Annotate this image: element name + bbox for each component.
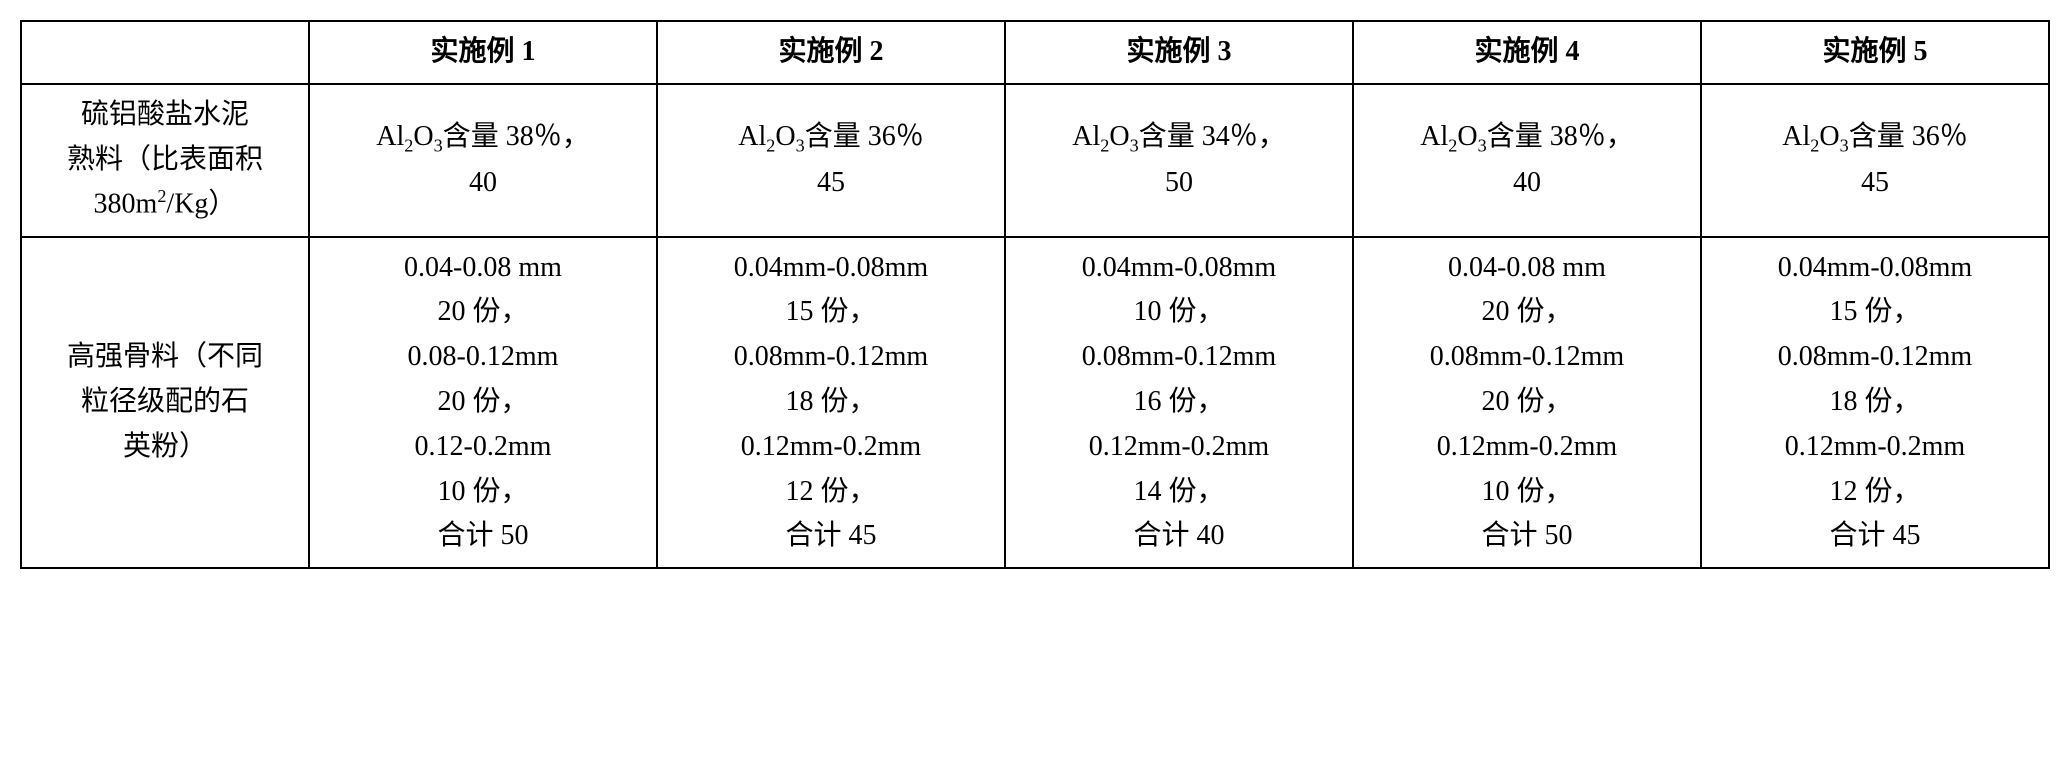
header-blank xyxy=(21,21,309,84)
al-mid: O xyxy=(413,121,433,152)
al-sub2: 3 xyxy=(1478,135,1487,155)
row-clinker: 硫铝酸盐水泥 熟料（比表面积 380m2/Kg） Al2O3含量 38％， 40… xyxy=(21,84,2049,237)
al-pre: Al xyxy=(1420,121,1448,152)
agg-cell-4: 0.04-0.08 mm 20 份， 0.08mm-0.12mm 20 份， 0… xyxy=(1353,237,1701,569)
al-sub1: 2 xyxy=(766,135,775,155)
al-sub2: 3 xyxy=(1840,135,1849,155)
row-aggregate: 高强骨料（不同 粒径级配的石 英粉） 0.04-0.08 mm 20 份， 0.… xyxy=(21,237,2049,569)
al-post: 含量 36％ xyxy=(1849,121,1968,152)
clinker-val-5: 45 xyxy=(1861,167,1889,198)
agg-cell-1: 0.04-0.08 mm 20 份， 0.08-0.12mm 20 份， 0.1… xyxy=(309,237,657,569)
agg-label-l1: 高强骨料（不同 xyxy=(67,341,263,372)
clinker-cell-5: Al2O3含量 36％ 45 xyxy=(1701,84,2049,237)
al-sub2: 3 xyxy=(434,135,443,155)
row-aggregate-label: 高强骨料（不同 粒径级配的石 英粉） xyxy=(21,237,309,569)
al-sub1: 2 xyxy=(1448,135,1457,155)
clinker-val-4: 40 xyxy=(1513,167,1541,198)
al-post: 含量 34％， xyxy=(1139,121,1286,152)
al-pre: Al xyxy=(376,121,404,152)
header-ex5: 实施例 5 xyxy=(1701,21,2049,84)
al-sub1: 2 xyxy=(1810,135,1819,155)
al-sub1: 2 xyxy=(1100,135,1109,155)
clinker-val-3: 50 xyxy=(1165,167,1193,198)
al-pre: Al xyxy=(1072,121,1100,152)
agg-cell-3: 0.04mm-0.08mm 10 份， 0.08mm-0.12mm 16 份， … xyxy=(1005,237,1353,569)
agg-label-l3: 英粉） xyxy=(123,431,207,462)
clinker-cell-2: Al2O3含量 36％ 45 xyxy=(657,84,1005,237)
header-ex4: 实施例 4 xyxy=(1353,21,1701,84)
clinker-cell-1: Al2O3含量 38％， 40 xyxy=(309,84,657,237)
header-ex3: 实施例 3 xyxy=(1005,21,1353,84)
clinker-cell-3: Al2O3含量 34％， 50 xyxy=(1005,84,1353,237)
clinker-val-2: 45 xyxy=(817,167,845,198)
row-clinker-label: 硫铝酸盐水泥 熟料（比表面积 380m2/Kg） xyxy=(21,84,309,237)
header-ex2: 实施例 2 xyxy=(657,21,1005,84)
clinker-val-1: 40 xyxy=(469,167,497,198)
al-sub2: 3 xyxy=(796,135,805,155)
al-post: 含量 38％， xyxy=(1487,121,1634,152)
agg-cell-2: 0.04mm-0.08mm 15 份， 0.08mm-0.12mm 18 份， … xyxy=(657,237,1005,569)
agg-cell-5: 0.04mm-0.08mm 15 份， 0.08mm-0.12mm 18 份， … xyxy=(1701,237,2049,569)
al-post: 含量 36％ xyxy=(805,121,924,152)
clinker-label-l3b: /Kg） xyxy=(166,189,236,220)
al-mid: O xyxy=(1457,121,1477,152)
al-pre: Al xyxy=(1782,121,1810,152)
composition-table: 实施例 1 实施例 2 实施例 3 实施例 4 实施例 5 硫铝酸盐水泥 熟料（… xyxy=(20,20,2050,569)
al-pre: Al xyxy=(738,121,766,152)
header-row: 实施例 1 实施例 2 实施例 3 实施例 4 实施例 5 xyxy=(21,21,2049,84)
al-mid: O xyxy=(1819,121,1839,152)
al-mid: O xyxy=(775,121,795,152)
al-sub1: 2 xyxy=(404,135,413,155)
header-ex1: 实施例 1 xyxy=(309,21,657,84)
al-mid: O xyxy=(1109,121,1129,152)
agg-label-l2: 粒径级配的石 xyxy=(81,386,249,417)
al-post: 含量 38％， xyxy=(443,121,590,152)
clinker-label-l3a: 380m xyxy=(94,189,158,220)
clinker-cell-4: Al2O3含量 38％， 40 xyxy=(1353,84,1701,237)
clinker-label-l1: 硫铝酸盐水泥 xyxy=(81,99,249,130)
al-sub2: 3 xyxy=(1130,135,1139,155)
clinker-label-l2: 熟料（比表面积 xyxy=(67,144,263,175)
